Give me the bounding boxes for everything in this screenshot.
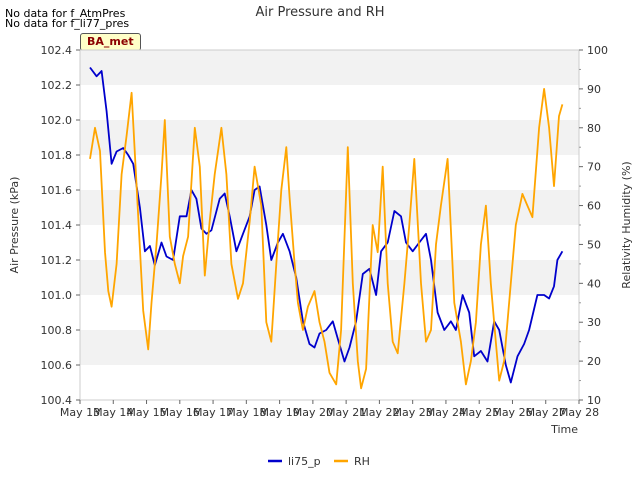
x-tick-label: May 16 <box>160 406 200 419</box>
grid-band <box>80 120 579 155</box>
y-tick-label-left: 102.2 <box>41 79 73 92</box>
x-tick-label: May 28 <box>559 406 599 419</box>
x-tick-label: May 26 <box>492 406 532 419</box>
y-tick-label-left: 101.4 <box>41 219 73 232</box>
legend: li75_p RH <box>268 455 370 468</box>
y-tick-label-left: 101.2 <box>41 254 73 267</box>
grid-band <box>80 190 579 225</box>
y-tick-label-right: 90 <box>587 83 601 96</box>
y-tick-label-left: 102.4 <box>41 44 73 57</box>
y-tick-label-left: 102.0 <box>41 114 73 127</box>
x-tick-label: May 25 <box>459 406 499 419</box>
x-tick-label: May 27 <box>526 406 566 419</box>
legend-label-rh: RH <box>354 455 370 468</box>
left-axis-ticks: 100.4 100.6 100.8 101.0 101.2 101.4 101.6 101.8… <box>41 44 80 407</box>
x-tick-label: May 23 <box>393 406 433 419</box>
grid-bands <box>80 50 579 400</box>
grid-band <box>80 260 579 295</box>
no-data-note-atmpres: No data for f_AtmPres <box>5 7 126 20</box>
y-tick-label-left: 101.6 <box>41 184 73 197</box>
chart-title: Air Pressure and RH <box>255 5 384 20</box>
y-tick-label-right: 80 <box>587 122 601 135</box>
grid-band <box>80 50 579 85</box>
y-tick-label-right: 70 <box>587 161 601 174</box>
series-line-li75-p <box>89 66 564 384</box>
x-tick-label: May 21 <box>326 406 366 419</box>
site-badge: BA_met <box>80 33 141 51</box>
x-tick-label: May 20 <box>293 406 333 419</box>
y-tick-label-right: 40 <box>587 277 601 290</box>
x-tick-label: May 14 <box>93 406 133 419</box>
grid-band <box>80 225 579 260</box>
x-tick-label: May 18 <box>226 406 266 419</box>
y-tick-label-right: 50 <box>587 238 601 251</box>
y-axis-label-right: Relativity Humidity (%) <box>620 161 633 288</box>
legend-label-li75-p: li75_p <box>288 455 321 468</box>
y-tick-label-right: 100 <box>587 44 608 57</box>
y-tick-label-left: 101.8 <box>41 149 73 162</box>
series-line-rh <box>89 88 564 390</box>
x-tick-label: May 15 <box>126 406 166 419</box>
x-tick-label: May 19 <box>259 406 299 419</box>
y-tick-label-left: 100.4 <box>41 394 73 407</box>
y-tick-label-right: 20 <box>587 355 601 368</box>
x-tick-label: May 24 <box>426 406 466 419</box>
right-axis-ticks: 10 20 30 40 50 60 70 80 90 100 <box>579 44 608 407</box>
no-data-note-li77-pres: No data for f_li77_pres <box>5 17 130 30</box>
x-axis-label: Time <box>550 423 578 436</box>
y-tick-label-left: 101.0 <box>41 289 73 302</box>
grid-band <box>80 155 579 190</box>
y-axis-label-left: Air Pressure (kPa) <box>8 177 21 274</box>
y-tick-label-right: 30 <box>587 316 601 329</box>
x-tick-label: May 22 <box>359 406 399 419</box>
grid-band <box>80 85 579 120</box>
series-layer <box>89 66 564 390</box>
x-tick-label: May 13 <box>60 406 100 419</box>
y-tick-label-left: 100.8 <box>41 324 73 337</box>
y-tick-label-left: 100.6 <box>41 359 73 372</box>
x-tick-label: May 17 <box>193 406 233 419</box>
y-tick-label-right: 60 <box>587 200 601 213</box>
y-tick-label-right: 10 <box>587 394 601 407</box>
